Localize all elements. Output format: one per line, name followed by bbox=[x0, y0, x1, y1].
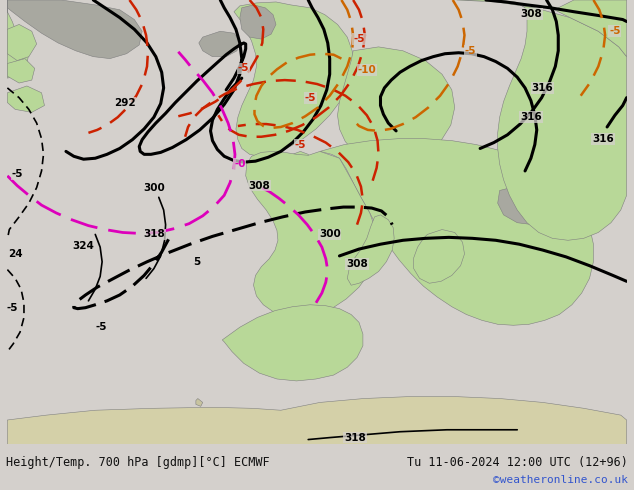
Polygon shape bbox=[257, 171, 279, 192]
Text: 308: 308 bbox=[249, 181, 270, 191]
Text: 24: 24 bbox=[8, 249, 22, 259]
Polygon shape bbox=[337, 47, 455, 164]
Text: 308: 308 bbox=[346, 259, 368, 269]
Text: -5: -5 bbox=[609, 26, 621, 36]
Polygon shape bbox=[199, 31, 240, 57]
Polygon shape bbox=[234, 2, 353, 156]
Text: -5: -5 bbox=[353, 34, 365, 44]
Polygon shape bbox=[8, 396, 626, 444]
Polygon shape bbox=[554, 0, 626, 57]
Text: 316: 316 bbox=[592, 134, 614, 144]
Text: Height/Temp. 700 hPa [gdmp][°C] ECMWF: Height/Temp. 700 hPa [gdmp][°C] ECMWF bbox=[6, 456, 270, 469]
Text: 324: 324 bbox=[73, 241, 94, 251]
Text: Tu 11-06-2024 12:00 UTC (12+96): Tu 11-06-2024 12:00 UTC (12+96) bbox=[407, 456, 628, 469]
Polygon shape bbox=[223, 305, 363, 381]
Text: 308: 308 bbox=[520, 9, 542, 19]
Text: -5: -5 bbox=[304, 93, 316, 103]
Polygon shape bbox=[269, 164, 285, 182]
Polygon shape bbox=[240, 5, 276, 39]
Polygon shape bbox=[8, 59, 35, 83]
Text: -10: -10 bbox=[358, 65, 376, 75]
Text: 316: 316 bbox=[520, 112, 542, 122]
Polygon shape bbox=[279, 151, 312, 190]
Text: 300: 300 bbox=[319, 229, 340, 240]
Text: -5: -5 bbox=[6, 303, 18, 313]
Text: 292: 292 bbox=[113, 98, 136, 108]
Text: 318: 318 bbox=[344, 433, 366, 442]
Polygon shape bbox=[456, 0, 626, 240]
Polygon shape bbox=[8, 86, 44, 112]
Text: -0: -0 bbox=[234, 159, 245, 169]
Text: -5: -5 bbox=[295, 140, 306, 149]
Text: ©weatheronline.co.uk: ©weatheronline.co.uk bbox=[493, 474, 628, 485]
Polygon shape bbox=[8, 0, 29, 78]
Text: -5: -5 bbox=[465, 46, 476, 56]
Text: 316: 316 bbox=[532, 83, 553, 93]
Polygon shape bbox=[347, 215, 394, 285]
Polygon shape bbox=[498, 186, 552, 224]
Text: -5: -5 bbox=[11, 169, 23, 179]
Polygon shape bbox=[8, 0, 142, 59]
Text: -5: -5 bbox=[95, 322, 107, 332]
Polygon shape bbox=[8, 24, 37, 61]
Polygon shape bbox=[196, 398, 203, 406]
Text: -5: -5 bbox=[238, 63, 250, 74]
Polygon shape bbox=[320, 139, 593, 325]
Text: 318: 318 bbox=[143, 229, 165, 240]
Polygon shape bbox=[414, 229, 465, 283]
Polygon shape bbox=[246, 151, 377, 318]
Text: 300: 300 bbox=[143, 183, 165, 193]
Text: 5: 5 bbox=[193, 257, 200, 267]
